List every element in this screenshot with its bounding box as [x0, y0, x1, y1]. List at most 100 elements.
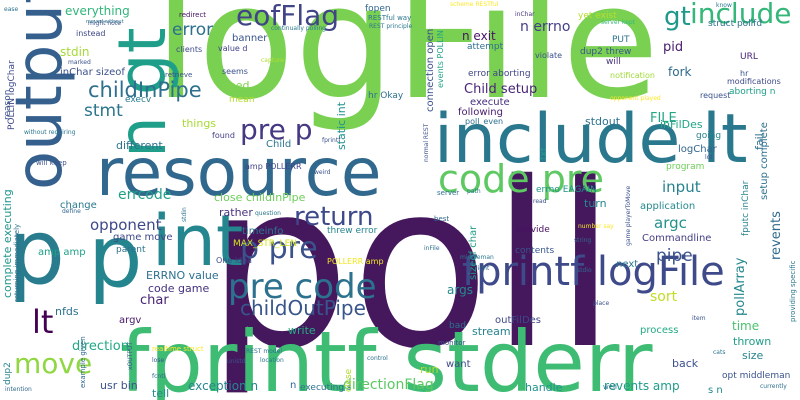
word-close-childinpipe: close childInPipe [214, 191, 306, 204]
word-p: p [8, 200, 66, 305]
word-int: int [152, 200, 244, 282]
word-cats: cats [713, 349, 726, 356]
word-providing-specific: providing specific [789, 260, 797, 322]
word-turn: turn [584, 197, 607, 210]
word-stdin: stdin [60, 45, 90, 59]
word-dup2-threw: dup2 threw [580, 47, 632, 57]
word-retrieve: retrieve [165, 71, 193, 79]
word-pre-code: pre code [228, 267, 377, 307]
word-poll: poll [206, 133, 617, 399]
word-outfildes: outFilDes [495, 315, 542, 326]
word-path: path [467, 188, 481, 195]
word-p-pre: p pre [240, 231, 318, 266]
word-fcntl: fcntl [152, 373, 166, 380]
word-following: following [458, 107, 503, 118]
word-next: next [616, 259, 639, 270]
word-inchar: inChar [515, 11, 535, 18]
word-n-exit: n exit [462, 29, 496, 43]
word-childoutpipe: childOutPipe [240, 296, 366, 320]
word-stdio: stdio [577, 267, 592, 274]
word-continually-polling: continually polling [271, 25, 326, 32]
word-commandline: Commandline [642, 233, 712, 244]
word-reason: reason [3, 89, 13, 120]
word-rest-principle: REST principle [369, 23, 413, 30]
word-directionflag: directionFlag [343, 377, 434, 393]
word-control: control [367, 355, 388, 362]
word-everything: everything [65, 4, 130, 18]
word-xoutput: xOUTPUT [127, 341, 134, 370]
word-setup-complete: setup complete [759, 122, 770, 200]
word-s-n: s n [708, 385, 723, 396]
word-unistd: unistd [227, 358, 246, 365]
word-stdin: stdin [181, 207, 188, 222]
word-question: question [255, 210, 281, 217]
word-program: program [666, 162, 705, 172]
word-game-move: game move [113, 232, 173, 243]
word-server-kept: server kept [601, 19, 636, 26]
word-child-setup: Child setup [464, 82, 538, 97]
word-request: request [700, 91, 731, 100]
word-monitor: monitor [438, 339, 466, 347]
word-infildes: inFilDes [660, 118, 703, 131]
word-stdout: stdout [585, 115, 621, 128]
word-rest-model: REST model [246, 348, 283, 355]
word-write: write [288, 324, 316, 337]
word-pid: pid [663, 40, 684, 55]
word-middleman: middleman [460, 254, 494, 261]
word-back: back [672, 357, 699, 370]
word-lot: lot [705, 154, 713, 161]
word-run: run [420, 363, 439, 376]
word-capture: capture [261, 57, 284, 64]
word-restful-way: RESTful way [368, 14, 412, 22]
word-revents-amp: revents amp [604, 379, 680, 393]
word-weird: weird [314, 169, 331, 176]
word-will: will [606, 57, 621, 67]
word-connection-open: connection open [425, 28, 436, 112]
word-infile: inFile [424, 245, 440, 252]
word-fprintf-stderr: fprintf stderr [120, 313, 653, 400]
word-n: n [290, 380, 297, 391]
word-txt: txt [539, 147, 549, 160]
word-child: Child [266, 139, 292, 150]
word-size: size [742, 349, 764, 362]
word-going: going [696, 131, 722, 141]
word-number-say: number say [578, 223, 614, 230]
word-fopen: fopen [365, 4, 391, 14]
word-item: item [692, 315, 706, 322]
word-well: well [603, 383, 617, 391]
word-code-game: code game [148, 282, 210, 295]
word-exception-n: exception n [188, 379, 259, 393]
word-input: input [662, 178, 701, 196]
word-without-requiring: without requiring [24, 129, 76, 136]
word-ease: ease [4, 6, 19, 13]
word-instead: instead [76, 29, 106, 38]
word-seems: seems [222, 67, 248, 76]
word-intention: intention [5, 386, 32, 393]
word-n-errno: n errno [520, 19, 571, 35]
word-complete-executing: complete executing [1, 189, 14, 298]
word-application: application [640, 201, 696, 212]
word-change: change [60, 200, 97, 211]
word-errcode: errcode [118, 187, 172, 203]
word-error: error [172, 20, 214, 40]
word-nfds: nfds [55, 305, 79, 318]
word-things: things [182, 117, 217, 130]
word-process: process [640, 325, 679, 336]
word-returning-immediately: returning immediately [13, 223, 21, 302]
word-found: found [212, 131, 235, 140]
word-moved-without: moved without [86, 19, 124, 25]
word-execv: execv [125, 95, 152, 105]
word-errno-value: ERRNO value [146, 269, 219, 282]
word-pollarray: pollArray [733, 257, 748, 316]
word-file: FILE [650, 111, 677, 126]
word-example-given: example given [79, 336, 87, 388]
word-return: return [294, 202, 374, 232]
word-fprintf: fprintf [322, 137, 341, 144]
word-marked: marked [68, 59, 91, 66]
word-logchar: logChar [678, 144, 717, 155]
word-banner: banner [232, 33, 268, 44]
word-hr-okay: hr Okay [368, 91, 404, 101]
word-provide: provide [516, 225, 550, 235]
word-different: different [116, 139, 163, 152]
word-attempt: attempt [467, 42, 504, 52]
